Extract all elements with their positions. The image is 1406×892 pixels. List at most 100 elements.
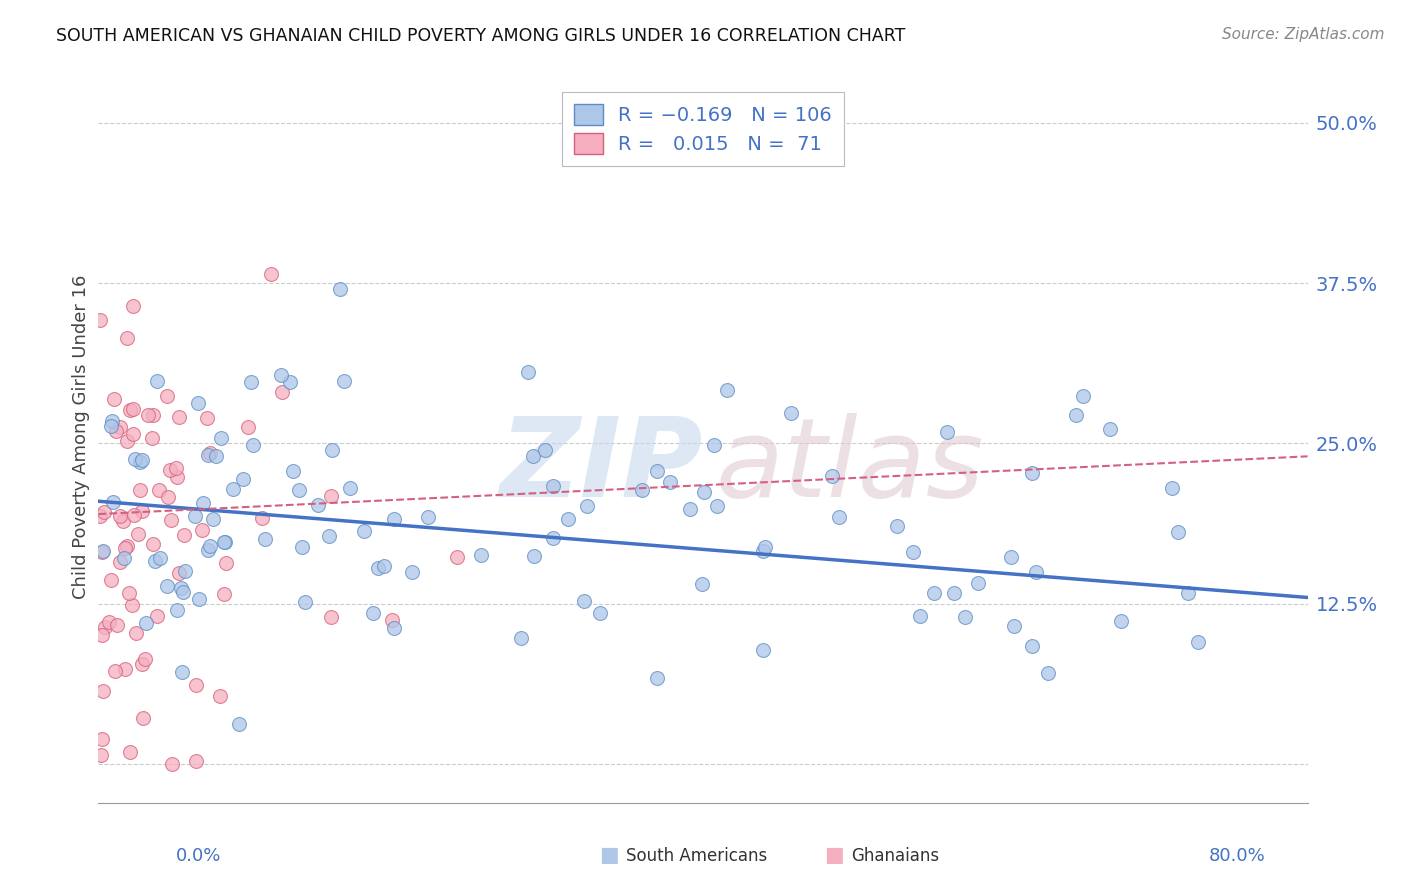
Point xyxy=(572,594,595,608)
Point xyxy=(184,508,207,523)
Point xyxy=(89,313,111,327)
Point xyxy=(779,406,801,420)
Point xyxy=(1064,408,1087,422)
Point xyxy=(112,551,135,566)
Point xyxy=(253,532,276,546)
Point xyxy=(232,472,254,486)
Point xyxy=(205,450,228,464)
Point xyxy=(125,626,148,640)
Point xyxy=(523,549,546,563)
Point xyxy=(1000,550,1022,565)
Point xyxy=(118,745,141,759)
Point xyxy=(382,621,405,635)
Point xyxy=(143,554,166,568)
Point xyxy=(291,541,314,555)
Point xyxy=(122,401,145,416)
Point xyxy=(98,615,121,629)
Point xyxy=(557,511,579,525)
Point xyxy=(214,587,236,601)
Point xyxy=(91,544,114,558)
Point xyxy=(658,475,681,489)
Point xyxy=(146,374,169,388)
Point xyxy=(222,483,245,497)
Point xyxy=(353,524,375,539)
Point xyxy=(184,678,207,692)
Point xyxy=(111,514,134,528)
Point xyxy=(201,512,224,526)
Point xyxy=(318,528,340,542)
Point xyxy=(1177,586,1199,600)
Point xyxy=(121,426,143,441)
Point xyxy=(108,556,131,570)
Point xyxy=(278,376,301,390)
Point xyxy=(90,747,112,762)
Point xyxy=(117,331,139,345)
Point xyxy=(198,446,221,460)
Point xyxy=(645,464,668,478)
Point xyxy=(141,431,163,445)
Point xyxy=(115,539,138,553)
Point xyxy=(270,384,292,399)
Point xyxy=(361,606,384,620)
Point xyxy=(576,500,599,514)
Text: SOUTH AMERICAN VS GHANAIAN CHILD POVERTY AMONG GIRLS UNDER 16 CORRELATION CHART: SOUTH AMERICAN VS GHANAIAN CHILD POVERTY… xyxy=(56,27,905,45)
Point xyxy=(131,453,153,467)
Point xyxy=(212,534,235,549)
Text: atlas: atlas xyxy=(716,413,984,520)
Point xyxy=(631,483,654,498)
Point xyxy=(89,509,111,524)
Point xyxy=(967,576,990,591)
Point xyxy=(381,613,404,627)
Point xyxy=(541,479,564,493)
Point xyxy=(250,511,273,525)
Point xyxy=(242,437,264,451)
Point xyxy=(146,608,169,623)
Point xyxy=(172,665,194,680)
Point xyxy=(510,631,533,645)
Point xyxy=(922,586,945,600)
Point xyxy=(270,368,292,382)
Point xyxy=(148,483,170,497)
Point xyxy=(131,504,153,518)
Point xyxy=(288,483,311,497)
Point xyxy=(93,505,115,519)
Point xyxy=(124,451,146,466)
Point xyxy=(190,523,212,537)
Point xyxy=(1098,422,1121,436)
Point xyxy=(332,374,354,388)
Point xyxy=(329,282,352,296)
Point xyxy=(124,508,146,523)
Text: South Americans: South Americans xyxy=(626,847,766,865)
Point xyxy=(128,483,150,497)
Point xyxy=(522,449,544,463)
Point xyxy=(91,628,114,642)
Point xyxy=(191,496,214,510)
Point xyxy=(754,540,776,554)
Text: ZIP: ZIP xyxy=(499,413,703,520)
Point xyxy=(886,519,908,533)
Point xyxy=(239,376,262,390)
Point xyxy=(367,561,389,575)
Text: ■: ■ xyxy=(824,846,844,865)
Point xyxy=(321,610,343,624)
Point xyxy=(166,470,188,484)
Text: Ghanaians: Ghanaians xyxy=(851,847,939,865)
Point xyxy=(159,463,181,477)
Point xyxy=(129,455,152,469)
Point xyxy=(90,732,112,747)
Point xyxy=(197,542,219,557)
Point xyxy=(101,414,124,428)
Point xyxy=(134,651,156,665)
Point xyxy=(1071,389,1094,403)
Point xyxy=(104,665,127,679)
Point xyxy=(1187,635,1209,649)
Point xyxy=(100,418,122,433)
Point xyxy=(156,389,179,403)
Point xyxy=(121,299,143,313)
Point xyxy=(198,539,221,553)
Point xyxy=(716,383,738,397)
Point xyxy=(703,437,725,451)
Point xyxy=(114,541,136,556)
Point xyxy=(121,598,143,612)
Point xyxy=(167,566,190,580)
